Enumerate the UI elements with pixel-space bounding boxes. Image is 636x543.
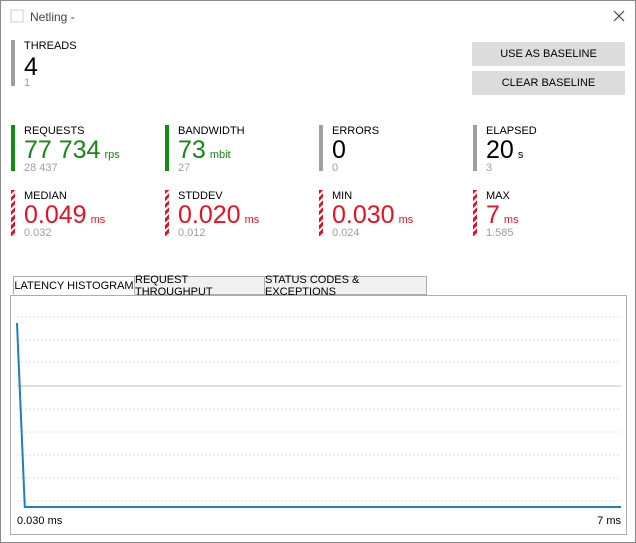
metric-value: 77 734 <box>24 136 101 164</box>
metric-baseline: 0.012 <box>178 227 206 239</box>
window-title: Netling - <box>30 10 75 24</box>
metric-unit: ms <box>503 214 519 226</box>
metric-bar <box>11 190 15 236</box>
threads-value: 4 <box>24 53 38 81</box>
metric-value: 0.049 <box>24 201 87 229</box>
metric-value-row: 0.030 ms <box>332 201 413 230</box>
metric-label: ERRORS <box>332 125 380 137</box>
histogram-panel: 0.030 ms 7 ms <box>10 295 627 535</box>
metric-value-row: 0 <box>332 136 346 165</box>
metric-bar <box>11 125 15 171</box>
metric-value-row: 77 734 rps <box>24 136 120 165</box>
metric-label: REQUESTS <box>24 125 85 137</box>
clear-baseline-button[interactable]: CLEAR BASELINE <box>472 71 625 95</box>
metric-label: MIN <box>332 190 353 202</box>
metric-label: ELAPSED <box>486 125 537 137</box>
baseline-button[interactable]: USE AS BASELINE <box>472 42 625 66</box>
metric-bar <box>165 190 169 236</box>
metric-bar <box>473 125 477 171</box>
metric-baseline: 0 <box>332 162 339 174</box>
metric-label: BANDWIDTH <box>178 125 245 137</box>
metric-unit: mbit <box>209 149 231 161</box>
metric-value: 0.030 <box>332 201 395 229</box>
threads-label: THREADS <box>24 40 77 52</box>
metric-value-row: 7 ms <box>486 201 519 230</box>
metric-unit: s <box>517 149 524 161</box>
metric-value: 20 <box>486 136 514 164</box>
metric-label: STDDEV <box>178 190 223 202</box>
tab[interactable]: LATENCY HISTOGRAM <box>13 276 135 295</box>
metric-value: 73 <box>178 136 206 164</box>
app-icon <box>10 9 24 23</box>
metric-baseline: 3 <box>486 162 493 174</box>
x-tick-label: 0.030 ms <box>17 515 63 527</box>
metric-value: 7 <box>486 201 500 229</box>
metric-unit: ms <box>398 214 414 226</box>
metric-label: MAX <box>486 190 510 202</box>
metric-bar <box>473 190 477 236</box>
metric-baseline: 28 437 <box>24 162 58 174</box>
tab[interactable]: REQUEST THROUGHPUT <box>134 274 265 298</box>
metric-unit: ms <box>244 214 260 226</box>
metric-bar <box>319 125 323 171</box>
metric-baseline: 0.032 <box>24 227 52 239</box>
x-tick-label: 7 ms <box>597 515 621 527</box>
metric-unit: rps <box>104 149 120 161</box>
metric-bar <box>319 190 323 236</box>
threads-bar <box>11 40 15 86</box>
metric-unit: ms <box>90 214 106 226</box>
metric-label: MEDIAN <box>24 190 67 202</box>
metric-baseline: 27 <box>178 162 191 174</box>
close-button[interactable] <box>613 10 625 22</box>
histogram-line <box>16 322 621 508</box>
metric-value-row: 0.049 ms <box>24 201 105 230</box>
metric-value-row: 20 s <box>486 136 523 165</box>
metric-value: 0.020 <box>178 201 241 229</box>
metric-value-row: 0.020 ms <box>178 201 259 230</box>
tab[interactable]: STATUS CODES & EXCEPTIONS <box>264 274 427 298</box>
metric-baseline: 1.585 <box>486 227 514 239</box>
threads-baseline: 1 <box>24 77 31 89</box>
metric-bar <box>165 125 169 171</box>
metric-value-row: 73 mbit <box>178 136 231 165</box>
metric-value: 0 <box>332 136 346 164</box>
metric-baseline: 0.024 <box>332 227 360 239</box>
